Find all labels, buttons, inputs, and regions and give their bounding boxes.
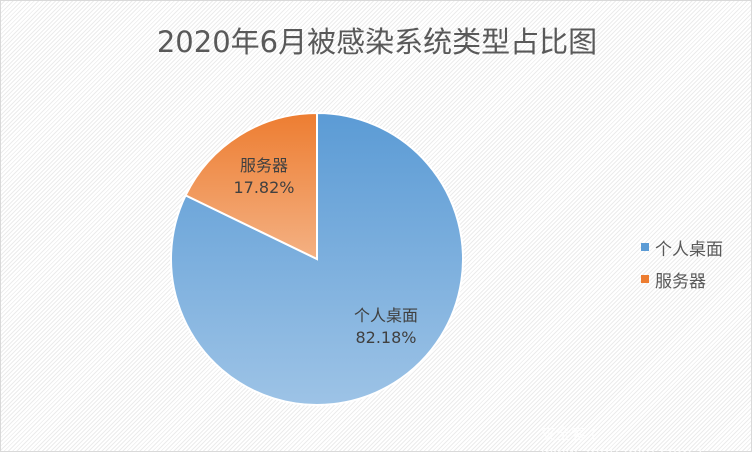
legend-swatch bbox=[641, 275, 649, 283]
chart-title: 2020年6月被感染系统类型占比图 bbox=[156, 25, 598, 59]
slice-name-label: 个人桌面 bbox=[354, 306, 418, 325]
legend-label: 服务器 bbox=[655, 271, 706, 292]
legend: 个人桌面 服务器 bbox=[641, 231, 723, 295]
pie-slice-1 bbox=[184, 111, 318, 261]
chart-area: 2020年6月被感染系统类型占比图 个人桌面 82.18% 服务器 17.82% 个人… bbox=[0, 0, 752, 452]
slice-name-label: 服务器 bbox=[240, 156, 288, 175]
legend-swatch bbox=[641, 243, 649, 251]
legend-item: 服务器 bbox=[641, 263, 723, 295]
watermark: 安全客 ( www.anquanke.com ) bbox=[541, 425, 703, 462]
slice-percent-label: 17.82% bbox=[233, 178, 294, 197]
pie-chart: 个人桌面 82.18% 服务器 17.82% bbox=[170, 111, 464, 406]
slice-percent-label: 82.18% bbox=[355, 328, 416, 347]
legend-item: 个人桌面 bbox=[641, 231, 723, 263]
legend-label: 个人桌面 bbox=[655, 239, 723, 260]
